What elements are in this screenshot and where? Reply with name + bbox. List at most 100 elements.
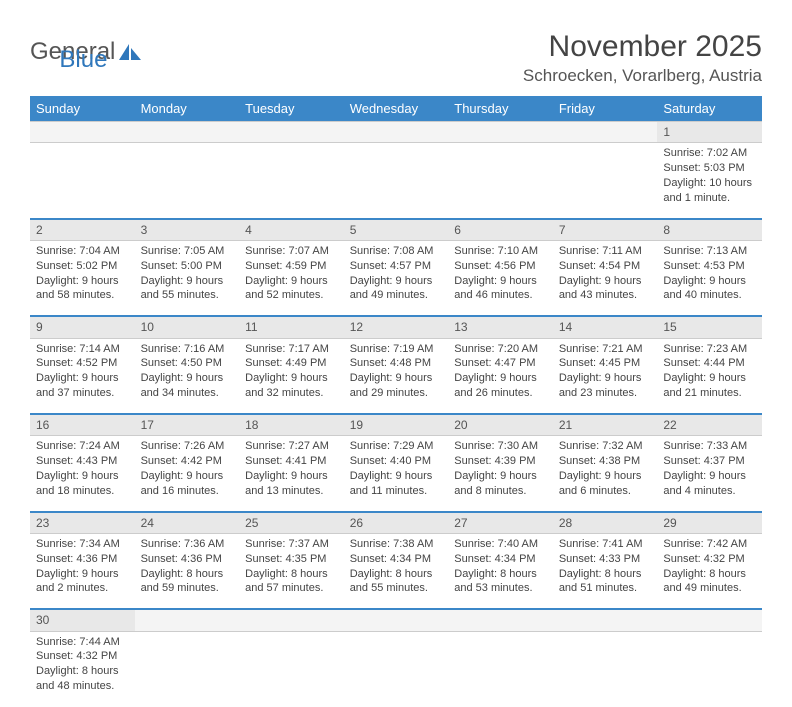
sunrise-text: Sunrise: 7:21 AM — [559, 342, 652, 357]
day-number-cell: 30 — [30, 609, 135, 631]
day-number-cell: 26 — [344, 512, 449, 534]
day-detail-cell: Sunrise: 7:20 AMSunset: 4:47 PMDaylight:… — [448, 338, 553, 414]
daylight-text: Daylight: 9 hours and 43 minutes. — [559, 274, 652, 304]
day-number-row: 23242526272829 — [30, 512, 762, 534]
day-detail-cell: Sunrise: 7:42 AMSunset: 4:32 PMDaylight:… — [657, 533, 762, 609]
daylight-text: Daylight: 9 hours and 40 minutes. — [663, 274, 756, 304]
day-detail-cell: Sunrise: 7:27 AMSunset: 4:41 PMDaylight:… — [239, 436, 344, 512]
day-number-cell — [553, 122, 658, 143]
daylight-text: Daylight: 9 hours and 6 minutes. — [559, 469, 652, 499]
day-number-cell: 12 — [344, 316, 449, 338]
sail-icon — [117, 42, 143, 62]
daylight-text: Daylight: 9 hours and 55 minutes. — [141, 274, 234, 304]
day-detail-row: Sunrise: 7:04 AMSunset: 5:02 PMDaylight:… — [30, 240, 762, 316]
day-detail-cell — [239, 631, 344, 707]
day-detail-row: Sunrise: 7:24 AMSunset: 4:43 PMDaylight:… — [30, 436, 762, 512]
day-detail-cell — [344, 143, 449, 219]
daylight-text: Daylight: 9 hours and 16 minutes. — [141, 469, 234, 499]
day-number-cell: 10 — [135, 316, 240, 338]
sunset-text: Sunset: 4:33 PM — [559, 552, 652, 567]
day-detail-cell — [448, 631, 553, 707]
day-detail-cell: Sunrise: 7:37 AMSunset: 4:35 PMDaylight:… — [239, 533, 344, 609]
weekday-header-row: Sunday Monday Tuesday Wednesday Thursday… — [30, 96, 762, 122]
daylight-text: Daylight: 10 hours and 1 minute. — [663, 176, 756, 206]
day-number-cell: 17 — [135, 414, 240, 436]
sunrise-text: Sunrise: 7:14 AM — [36, 342, 129, 357]
sunrise-text: Sunrise: 7:16 AM — [141, 342, 234, 357]
day-number-row: 2345678 — [30, 219, 762, 241]
day-detail-cell: Sunrise: 7:30 AMSunset: 4:39 PMDaylight:… — [448, 436, 553, 512]
sunrise-text: Sunrise: 7:10 AM — [454, 244, 547, 259]
month-title: November 2025 — [523, 30, 762, 64]
sunrise-text: Sunrise: 7:30 AM — [454, 439, 547, 454]
day-detail-row: Sunrise: 7:02 AMSunset: 5:03 PMDaylight:… — [30, 143, 762, 219]
daylight-text: Daylight: 9 hours and 4 minutes. — [663, 469, 756, 499]
day-detail-cell: Sunrise: 7:19 AMSunset: 4:48 PMDaylight:… — [344, 338, 449, 414]
daylight-text: Daylight: 9 hours and 52 minutes. — [245, 274, 338, 304]
sunrise-text: Sunrise: 7:23 AM — [663, 342, 756, 357]
sunset-text: Sunset: 4:34 PM — [350, 552, 443, 567]
day-detail-cell: Sunrise: 7:05 AMSunset: 5:00 PMDaylight:… — [135, 240, 240, 316]
sunrise-text: Sunrise: 7:34 AM — [36, 537, 129, 552]
title-block: November 2025 Schroecken, Vorarlberg, Au… — [523, 30, 762, 86]
sunset-text: Sunset: 4:45 PM — [559, 356, 652, 371]
day-detail-cell — [657, 631, 762, 707]
sunrise-text: Sunrise: 7:02 AM — [663, 146, 756, 161]
location: Schroecken, Vorarlberg, Austria — [523, 66, 762, 86]
day-number-cell — [657, 609, 762, 631]
logo-text-blue: Blue — [59, 46, 107, 74]
daylight-text: Daylight: 9 hours and 32 minutes. — [245, 371, 338, 401]
day-number-cell — [135, 122, 240, 143]
day-number-cell: 22 — [657, 414, 762, 436]
daylight-text: Daylight: 8 hours and 53 minutes. — [454, 567, 547, 597]
day-detail-cell: Sunrise: 7:34 AMSunset: 4:36 PMDaylight:… — [30, 533, 135, 609]
sunset-text: Sunset: 4:35 PM — [245, 552, 338, 567]
day-detail-cell — [448, 143, 553, 219]
sunset-text: Sunset: 4:47 PM — [454, 356, 547, 371]
day-detail-row: Sunrise: 7:44 AMSunset: 4:32 PMDaylight:… — [30, 631, 762, 707]
day-number-cell: 9 — [30, 316, 135, 338]
weekday-header: Friday — [553, 96, 658, 122]
day-number-cell: 13 — [448, 316, 553, 338]
weekday-header: Tuesday — [239, 96, 344, 122]
day-number-cell — [30, 122, 135, 143]
day-detail-cell — [135, 631, 240, 707]
sunset-text: Sunset: 4:59 PM — [245, 259, 338, 274]
day-detail-cell: Sunrise: 7:10 AMSunset: 4:56 PMDaylight:… — [448, 240, 553, 316]
day-detail-cell: Sunrise: 7:36 AMSunset: 4:36 PMDaylight:… — [135, 533, 240, 609]
day-detail-cell: Sunrise: 7:24 AMSunset: 4:43 PMDaylight:… — [30, 436, 135, 512]
day-number-cell: 3 — [135, 219, 240, 241]
daylight-text: Daylight: 9 hours and 8 minutes. — [454, 469, 547, 499]
day-number-cell — [239, 122, 344, 143]
day-number-cell: 23 — [30, 512, 135, 534]
daylight-text: Daylight: 8 hours and 51 minutes. — [559, 567, 652, 597]
day-detail-cell: Sunrise: 7:16 AMSunset: 4:50 PMDaylight:… — [135, 338, 240, 414]
sunset-text: Sunset: 4:42 PM — [141, 454, 234, 469]
daylight-text: Daylight: 9 hours and 37 minutes. — [36, 371, 129, 401]
day-detail-cell: Sunrise: 7:08 AMSunset: 4:57 PMDaylight:… — [344, 240, 449, 316]
weekday-header: Monday — [135, 96, 240, 122]
day-number-cell: 16 — [30, 414, 135, 436]
day-detail-cell: Sunrise: 7:07 AMSunset: 4:59 PMDaylight:… — [239, 240, 344, 316]
day-detail-row: Sunrise: 7:34 AMSunset: 4:36 PMDaylight:… — [30, 533, 762, 609]
day-number-cell: 25 — [239, 512, 344, 534]
day-number-cell: 11 — [239, 316, 344, 338]
daylight-text: Daylight: 9 hours and 21 minutes. — [663, 371, 756, 401]
sunset-text: Sunset: 4:56 PM — [454, 259, 547, 274]
sunrise-text: Sunrise: 7:08 AM — [350, 244, 443, 259]
day-detail-cell — [553, 631, 658, 707]
day-number-cell: 29 — [657, 512, 762, 534]
day-number-cell — [239, 609, 344, 631]
daylight-text: Daylight: 9 hours and 26 minutes. — [454, 371, 547, 401]
sunrise-text: Sunrise: 7:13 AM — [663, 244, 756, 259]
day-number-cell: 24 — [135, 512, 240, 534]
day-detail-cell: Sunrise: 7:33 AMSunset: 4:37 PMDaylight:… — [657, 436, 762, 512]
sunrise-text: Sunrise: 7:05 AM — [141, 244, 234, 259]
daylight-text: Daylight: 9 hours and 11 minutes. — [350, 469, 443, 499]
day-number-row: 9101112131415 — [30, 316, 762, 338]
day-number-row: 1 — [30, 122, 762, 143]
sunset-text: Sunset: 4:48 PM — [350, 356, 443, 371]
daylight-text: Daylight: 9 hours and 2 minutes. — [36, 567, 129, 597]
daylight-text: Daylight: 9 hours and 18 minutes. — [36, 469, 129, 499]
sunrise-text: Sunrise: 7:40 AM — [454, 537, 547, 552]
